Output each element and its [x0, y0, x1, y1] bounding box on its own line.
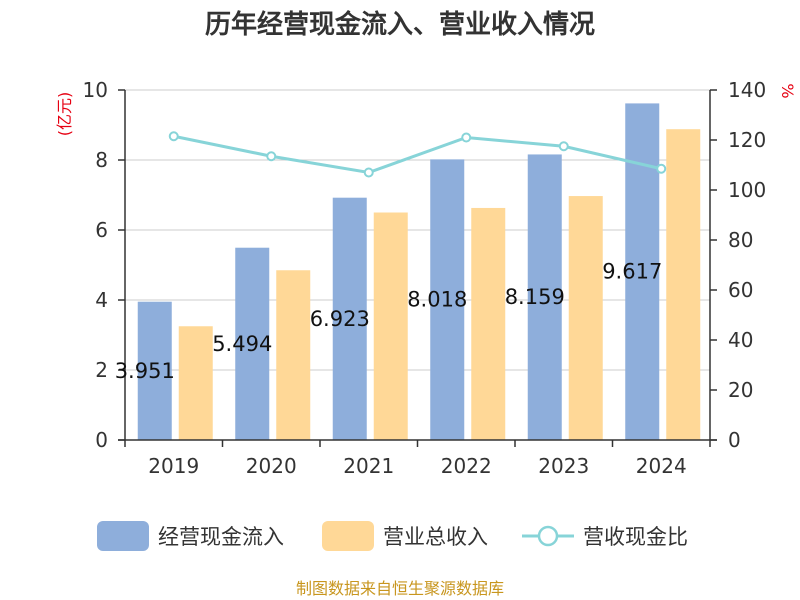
- y-right-unit: %: [778, 83, 797, 98]
- data-label-cash-inflow: 6.923: [310, 307, 370, 331]
- data-label-cash-inflow: 8.159: [505, 285, 565, 309]
- x-tick-label: 2020: [246, 454, 297, 478]
- y-left-tick-label: 6: [95, 218, 108, 242]
- legend-label-cash-inflow: 经营现金流入: [158, 525, 284, 549]
- bar-cash-inflow: [235, 247, 270, 440]
- bar-revenue: [471, 207, 506, 440]
- ratio-point: [558, 141, 569, 152]
- ratio-point: [461, 132, 472, 143]
- y-right-tick-label: 140: [728, 78, 766, 102]
- bar-revenue: [568, 196, 603, 440]
- bars: [137, 103, 701, 440]
- ratio-line-path: [173, 134, 662, 175]
- ratio-point: [363, 167, 374, 178]
- x-tick-label: 2023: [538, 454, 589, 478]
- y-left-tick-label: 2: [95, 358, 108, 382]
- x-tick-label: 2022: [441, 454, 492, 478]
- source-note: 制图数据来自恒生聚源数据库: [296, 579, 504, 598]
- chart-title: 历年经营现金流入、营业收入情况: [205, 9, 595, 40]
- legend-label-ratio: 营收现金比: [583, 525, 688, 549]
- x-tick-label: 2021: [343, 454, 394, 478]
- x-tick-label: 2024: [636, 454, 687, 478]
- ratio-line: [168, 131, 667, 178]
- y-right-tick-label: 40: [728, 328, 753, 352]
- bar-revenue: [373, 212, 408, 440]
- bar-revenue: [276, 270, 311, 440]
- y-right-tick-label: 20: [728, 378, 753, 402]
- data-label-cash-inflow: 9.617: [602, 260, 662, 284]
- bar-cash-inflow: [527, 154, 562, 440]
- bar-cash-inflow: [332, 197, 367, 440]
- y-right-tick-label: 80: [728, 228, 753, 252]
- y-right-tick-label: 120: [728, 128, 766, 152]
- ratio-point: [266, 151, 277, 162]
- bar-revenue: [666, 129, 701, 440]
- legend-swatch-revenue: [322, 521, 374, 551]
- y-left-tick-label: 10: [83, 78, 108, 102]
- ratio-point: [656, 163, 667, 174]
- y-left-unit: (亿元): [55, 92, 74, 137]
- x-tick-label: 2019: [148, 454, 199, 478]
- legend-marker-ratio: [537, 525, 559, 547]
- data-label-cash-inflow: 8.018: [407, 288, 467, 312]
- y-left-tick-label: 8: [95, 148, 108, 172]
- gridlines: [125, 89, 710, 371]
- bar-cash-inflow: [430, 159, 465, 440]
- bar-revenue: [178, 326, 213, 440]
- data-label-cash-inflow: 3.951: [115, 359, 175, 383]
- y-left-tick-label: 4: [95, 288, 108, 312]
- y-right-tick-label: 100: [728, 178, 766, 202]
- bar-cash-inflow: [137, 301, 172, 440]
- bar-cash-inflow: [625, 103, 660, 440]
- data-labels: 3.951 5.494 6.923 8.018 8.159 9.617: [115, 260, 663, 383]
- y-right-tick-label: 60: [728, 278, 753, 302]
- y-right-tick-label: 0: [728, 428, 741, 452]
- legend-swatch-cash-inflow: [97, 521, 149, 551]
- ratio-point: [168, 131, 179, 142]
- legend: 经营现金流入 营业总收入 营收现金比: [97, 521, 688, 551]
- data-label-cash-inflow: 5.494: [212, 332, 272, 356]
- legend-label-revenue: 营业总收入: [383, 525, 488, 549]
- y-left-tick-label: 0: [95, 428, 108, 452]
